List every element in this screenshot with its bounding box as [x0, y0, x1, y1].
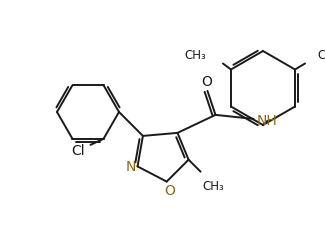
Text: O: O	[201, 75, 212, 89]
Text: CH₃: CH₃	[184, 49, 206, 62]
Text: CH₃: CH₃	[317, 49, 325, 62]
Text: Cl: Cl	[72, 144, 85, 158]
Text: NH: NH	[257, 114, 278, 128]
Text: CH₃: CH₃	[203, 180, 225, 193]
Text: N: N	[125, 160, 136, 174]
Text: O: O	[164, 184, 175, 198]
